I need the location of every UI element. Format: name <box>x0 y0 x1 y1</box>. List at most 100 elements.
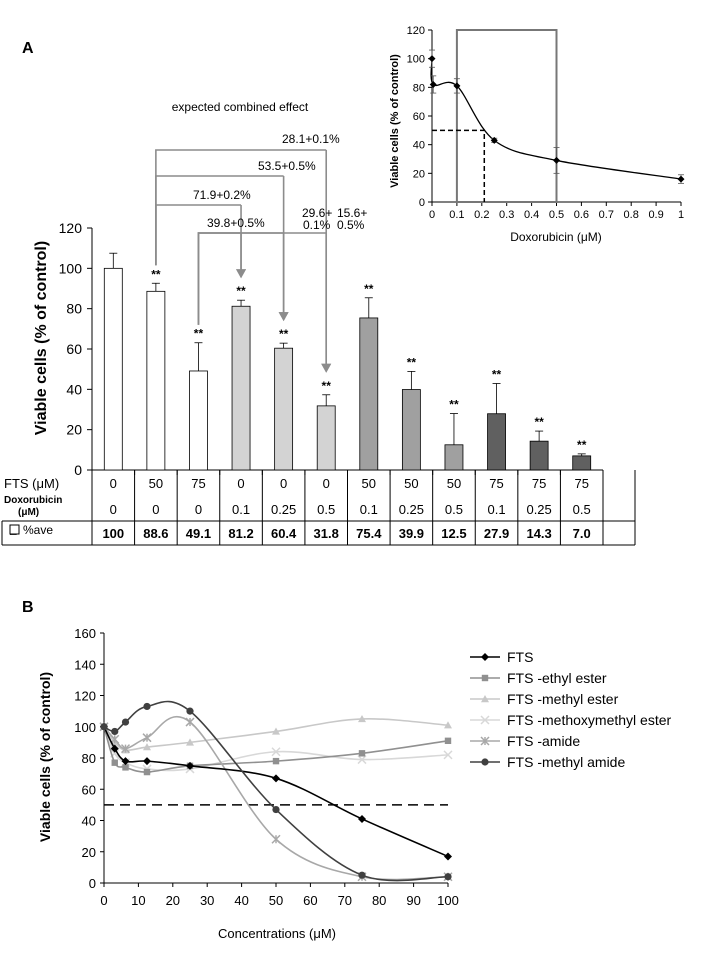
inset-y-tick-label: 40 <box>413 140 425 152</box>
table-fts-cell: 75 <box>532 476 546 491</box>
bar <box>487 413 506 471</box>
point-circle <box>272 805 280 814</box>
point-square <box>444 737 452 745</box>
bar-chart-y-tick-label: 60 <box>66 341 82 357</box>
table-ave-cell: 60.4 <box>271 526 297 541</box>
point-x <box>357 755 367 765</box>
point-square <box>272 757 280 765</box>
expected-effect-label: 0.1% <box>303 218 331 232</box>
inset-x-tick-label: 0.5 <box>549 209 564 221</box>
significance-label: ** <box>407 355 417 369</box>
table-ave-cell: 88.6 <box>143 526 168 541</box>
legend-label: FTS -ethyl ester <box>507 670 607 686</box>
table-ave-cell: 39.9 <box>399 526 424 541</box>
expected-bracket <box>155 204 242 266</box>
inset-ic50-line <box>432 129 486 202</box>
point-circle <box>121 718 130 726</box>
expected-effect-label: 71.9+0.2% <box>193 188 251 202</box>
point-triangle <box>358 714 366 723</box>
point-circle <box>143 702 151 711</box>
inset-x-tick-label: 0 <box>429 209 435 221</box>
line-chart-x-tick-label: 40 <box>234 893 248 908</box>
inset-x-tick-label: 0.7 <box>599 209 614 221</box>
point-diamond <box>358 814 366 823</box>
point-square <box>122 764 129 771</box>
significance-label: ** <box>279 327 289 341</box>
line-chart-x-label: Concentrations (μM) <box>218 926 336 941</box>
bar-chart-y-tick-label: 0 <box>74 462 82 478</box>
point-diamond <box>121 757 130 766</box>
table-dox-cell: 0 <box>152 502 159 517</box>
table-dox-unit: (μM) <box>18 507 39 518</box>
point-triangle <box>143 743 151 751</box>
point-stroke <box>271 747 281 757</box>
inset-x-tick-label: 0.3 <box>499 209 514 221</box>
table-ave-label: %ave <box>23 523 53 537</box>
line-chart-y-tick-label: 80 <box>82 751 96 766</box>
expected-effect-label: 28.1+0.1% <box>282 132 340 146</box>
inset-y-tick-label: 80 <box>413 82 425 94</box>
point-circle <box>111 727 119 736</box>
line-chart-y-tick-label: 140 <box>74 657 96 672</box>
table-dox-cell: 0.1 <box>360 502 378 517</box>
point-diamond <box>272 774 280 783</box>
significance-label: ** <box>534 415 544 429</box>
inset-y-tick-label: 0 <box>419 197 425 209</box>
table-dox-cell: 0.1 <box>488 502 506 517</box>
table-ave-cell: 49.1 <box>186 526 211 541</box>
table-ave-cell: 81.2 <box>228 526 253 541</box>
bar <box>444 444 464 471</box>
line-chart-x-tick-label: 80 <box>372 893 386 908</box>
legend-label: FTS -methyl ester <box>507 691 619 707</box>
line-chart-x-tick-label: 90 <box>406 893 420 908</box>
table-fts-cell: 50 <box>447 476 461 491</box>
significance-label: ** <box>322 379 332 393</box>
table-dox-cell: 0.25 <box>271 502 296 517</box>
line-chart-y-label: Viable cells (% of control) <box>37 672 53 842</box>
point-star <box>271 834 281 844</box>
table-dox-cell: 0.25 <box>526 502 551 517</box>
point-diamond <box>444 852 452 861</box>
point-diamond <box>110 744 119 753</box>
table-fts-cell: 75 <box>191 476 205 491</box>
line-chart-b: Viable cells (% of control) Concentratio… <box>37 626 671 941</box>
table-ave-cell: 31.8 <box>314 526 339 541</box>
table-dox-cell: 0.5 <box>317 502 335 517</box>
point-square <box>143 768 151 776</box>
table-ave-cell: 27.9 <box>484 526 509 541</box>
significance-label: ** <box>577 438 587 452</box>
series-line <box>103 715 449 881</box>
table-ave-swatch <box>9 524 20 535</box>
table-fts-cell: 0 <box>280 476 287 491</box>
inset-x-tick-label: 0.9 <box>648 209 663 221</box>
point-star <box>480 736 490 746</box>
table-fts-cell: 75 <box>574 476 588 491</box>
point-triangle <box>481 695 489 703</box>
point-circle <box>358 871 366 879</box>
table-fts-cell: 0 <box>323 476 330 491</box>
inset-y-tick-label: 60 <box>413 111 425 123</box>
bar-chart-y-tick-label: 40 <box>66 381 82 397</box>
expected-effect-label: 39.8+0.5% <box>207 216 265 230</box>
line-chart-x-tick-label: 20 <box>166 893 180 908</box>
point-diamond <box>481 653 489 661</box>
expected-bracket <box>197 232 327 325</box>
line-chart-x-tick-label: 70 <box>338 893 352 908</box>
line-chart-y-tick-label: 0 <box>89 876 96 891</box>
inset-point <box>428 55 436 63</box>
line-chart-y-tick-label: 160 <box>74 626 96 641</box>
point-triangle <box>444 721 452 729</box>
significance-label: ** <box>492 367 502 381</box>
bar <box>359 317 379 471</box>
expected-arrow-head <box>321 363 332 373</box>
table-dox-cell: 0 <box>110 502 117 517</box>
inset-x-tick-label: 0.6 <box>574 209 589 221</box>
line-chart-y-tick-label: 100 <box>74 720 96 735</box>
expected-effect-label: 0.5% <box>337 218 365 232</box>
line-chart-y-tick-label: 20 <box>82 845 96 860</box>
significance-label: ** <box>364 282 374 296</box>
table-ave-cell: 7.0 <box>573 526 591 541</box>
point-stroke <box>443 750 453 760</box>
line-chart-y-tick-label: 60 <box>82 782 96 797</box>
point-x <box>480 715 490 725</box>
